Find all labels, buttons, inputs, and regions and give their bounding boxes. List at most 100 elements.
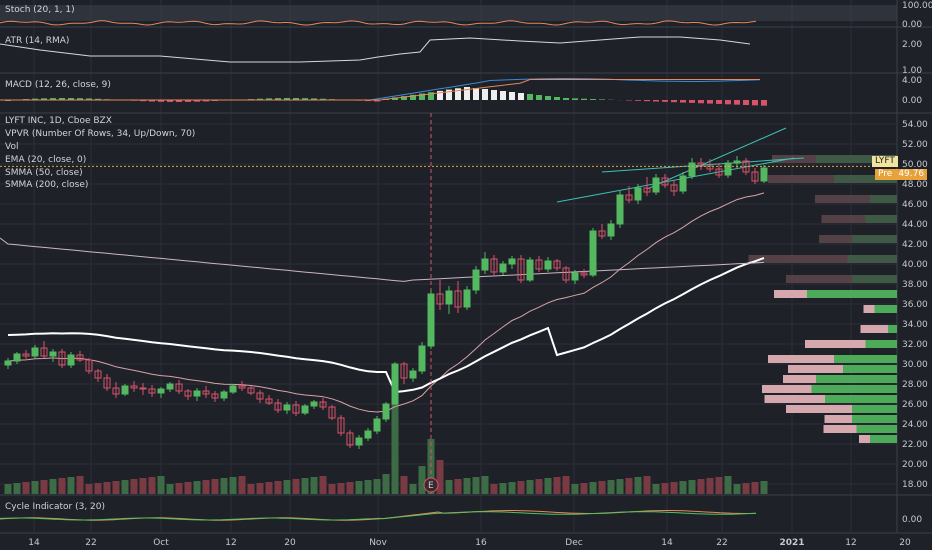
candle-body: [292, 404, 300, 414]
volume-bar: [328, 484, 336, 494]
candle-body: [391, 363, 399, 405]
volume-bar: [625, 478, 633, 494]
price-tick-label: 36.00: [902, 300, 928, 310]
candle-body: [454, 290, 462, 308]
volume-bar: [373, 479, 381, 494]
macd-histogram-bar: [86, 98, 92, 100]
candle-body: [328, 406, 336, 419]
macd-histogram-bar: [482, 89, 488, 100]
volume-bar: [526, 480, 534, 494]
macd-histogram-bar: [491, 90, 497, 100]
macd-histogram-bar: [545, 96, 551, 100]
candle-body: [571, 272, 579, 281]
macd-histogram-bar: [707, 100, 713, 104]
macd-histogram-bar: [752, 100, 758, 106]
candle-body: [733, 160, 741, 164]
atr-tick-label: 1.00: [902, 66, 922, 76]
candle-body: [409, 370, 417, 379]
volume-bar: [247, 484, 255, 494]
volume-bar: [13, 483, 21, 494]
macd-histogram-bar: [365, 100, 371, 102]
volume-bar: [517, 481, 525, 494]
price-tag: Pre 49.76: [875, 169, 928, 180]
macd-histogram-bar: [203, 100, 209, 102]
volume-bar: [85, 484, 93, 494]
volume-bar: [760, 481, 768, 494]
time-tick-label: 12: [845, 538, 856, 548]
candle-body: [22, 353, 30, 357]
macd-tick-label: 4.00: [902, 76, 922, 86]
candle-body: [670, 184, 678, 192]
macd-histogram-bar: [95, 98, 101, 100]
volume-profile-down-bar: [783, 375, 816, 383]
volume-profile-up-bar: [816, 155, 897, 163]
volume-bar: [598, 481, 606, 494]
volume-profile-up-bar: [856, 425, 897, 433]
candle-body: [157, 388, 165, 394]
volume-profile-down-bar: [819, 235, 852, 243]
earnings-marker-label: E: [428, 481, 434, 491]
price-tick-label: 46.00: [902, 200, 928, 210]
volume-profile-down-bar: [748, 255, 848, 263]
macd-histogram-bar: [257, 98, 263, 100]
candle-body: [121, 385, 129, 395]
volume-bar: [103, 482, 111, 494]
candle-body: [130, 385, 138, 389]
macd-histogram-bar: [293, 98, 299, 100]
volume-profile-up-bar: [870, 195, 897, 203]
volume-bar: [301, 478, 309, 494]
macd-histogram-bar: [275, 98, 281, 100]
candle-body: [688, 162, 696, 177]
macd-histogram-bar: [455, 88, 461, 100]
macd-histogram-bar: [536, 95, 542, 100]
volume-bar: [454, 479, 462, 494]
macd-histogram-bar: [590, 99, 596, 100]
candle-body: [481, 258, 489, 271]
macd-histogram-bar: [266, 98, 272, 100]
macd-histogram-bar: [581, 98, 587, 100]
candle-body: [643, 187, 651, 193]
macd-histogram-bar: [446, 89, 452, 100]
volume-bar: [49, 479, 57, 494]
price-tick-label: 18.00: [902, 480, 928, 490]
main-label-smma200: SMMA (200, close): [5, 180, 89, 190]
volume-profile-down-bar: [768, 175, 834, 183]
volume-profile-up-bar: [888, 325, 897, 333]
price-tick-label: 24.00: [902, 420, 928, 430]
macd-histogram-bar: [176, 100, 182, 102]
macd-histogram-bar: [410, 94, 416, 100]
volume-bar: [229, 477, 237, 494]
volume-bar: [337, 483, 345, 494]
atr-tick-label: 2.00: [902, 40, 922, 50]
price-tick-label: 54.00: [902, 120, 928, 130]
volume-profile-down-bar: [860, 325, 888, 333]
candle-body: [436, 293, 444, 305]
volume-profile-down-bar: [762, 385, 812, 393]
volume-profile-up-bar: [874, 305, 897, 313]
volume-bar: [346, 482, 354, 494]
volume-profile-down-bar: [821, 215, 866, 223]
volume-bar: [733, 484, 741, 494]
macd-histogram-bar: [689, 100, 695, 103]
volume-bar: [706, 478, 714, 494]
volume-profile-up-bar: [852, 235, 897, 243]
volume-bar: [202, 480, 210, 494]
macd-label: MACD (12, 26, close, 9): [5, 80, 111, 90]
candle-body: [625, 194, 633, 201]
volume-profile-up-bar: [865, 340, 897, 348]
volume-bar: [400, 476, 408, 494]
volume-profile-up-bar: [852, 415, 897, 423]
volume-bar: [391, 402, 399, 494]
volume-bar: [76, 476, 84, 494]
volume-bar: [211, 479, 219, 494]
candle-body: [76, 354, 84, 361]
candle-body: [31, 347, 39, 357]
volume-bar: [544, 478, 552, 494]
candle-body: [562, 267, 570, 281]
volume-bar: [220, 478, 228, 494]
volume-bar: [148, 477, 156, 494]
time-tick-label: 22: [716, 538, 727, 548]
macd-histogram-bar: [167, 100, 173, 102]
volume-profile-down-bar: [764, 395, 825, 403]
